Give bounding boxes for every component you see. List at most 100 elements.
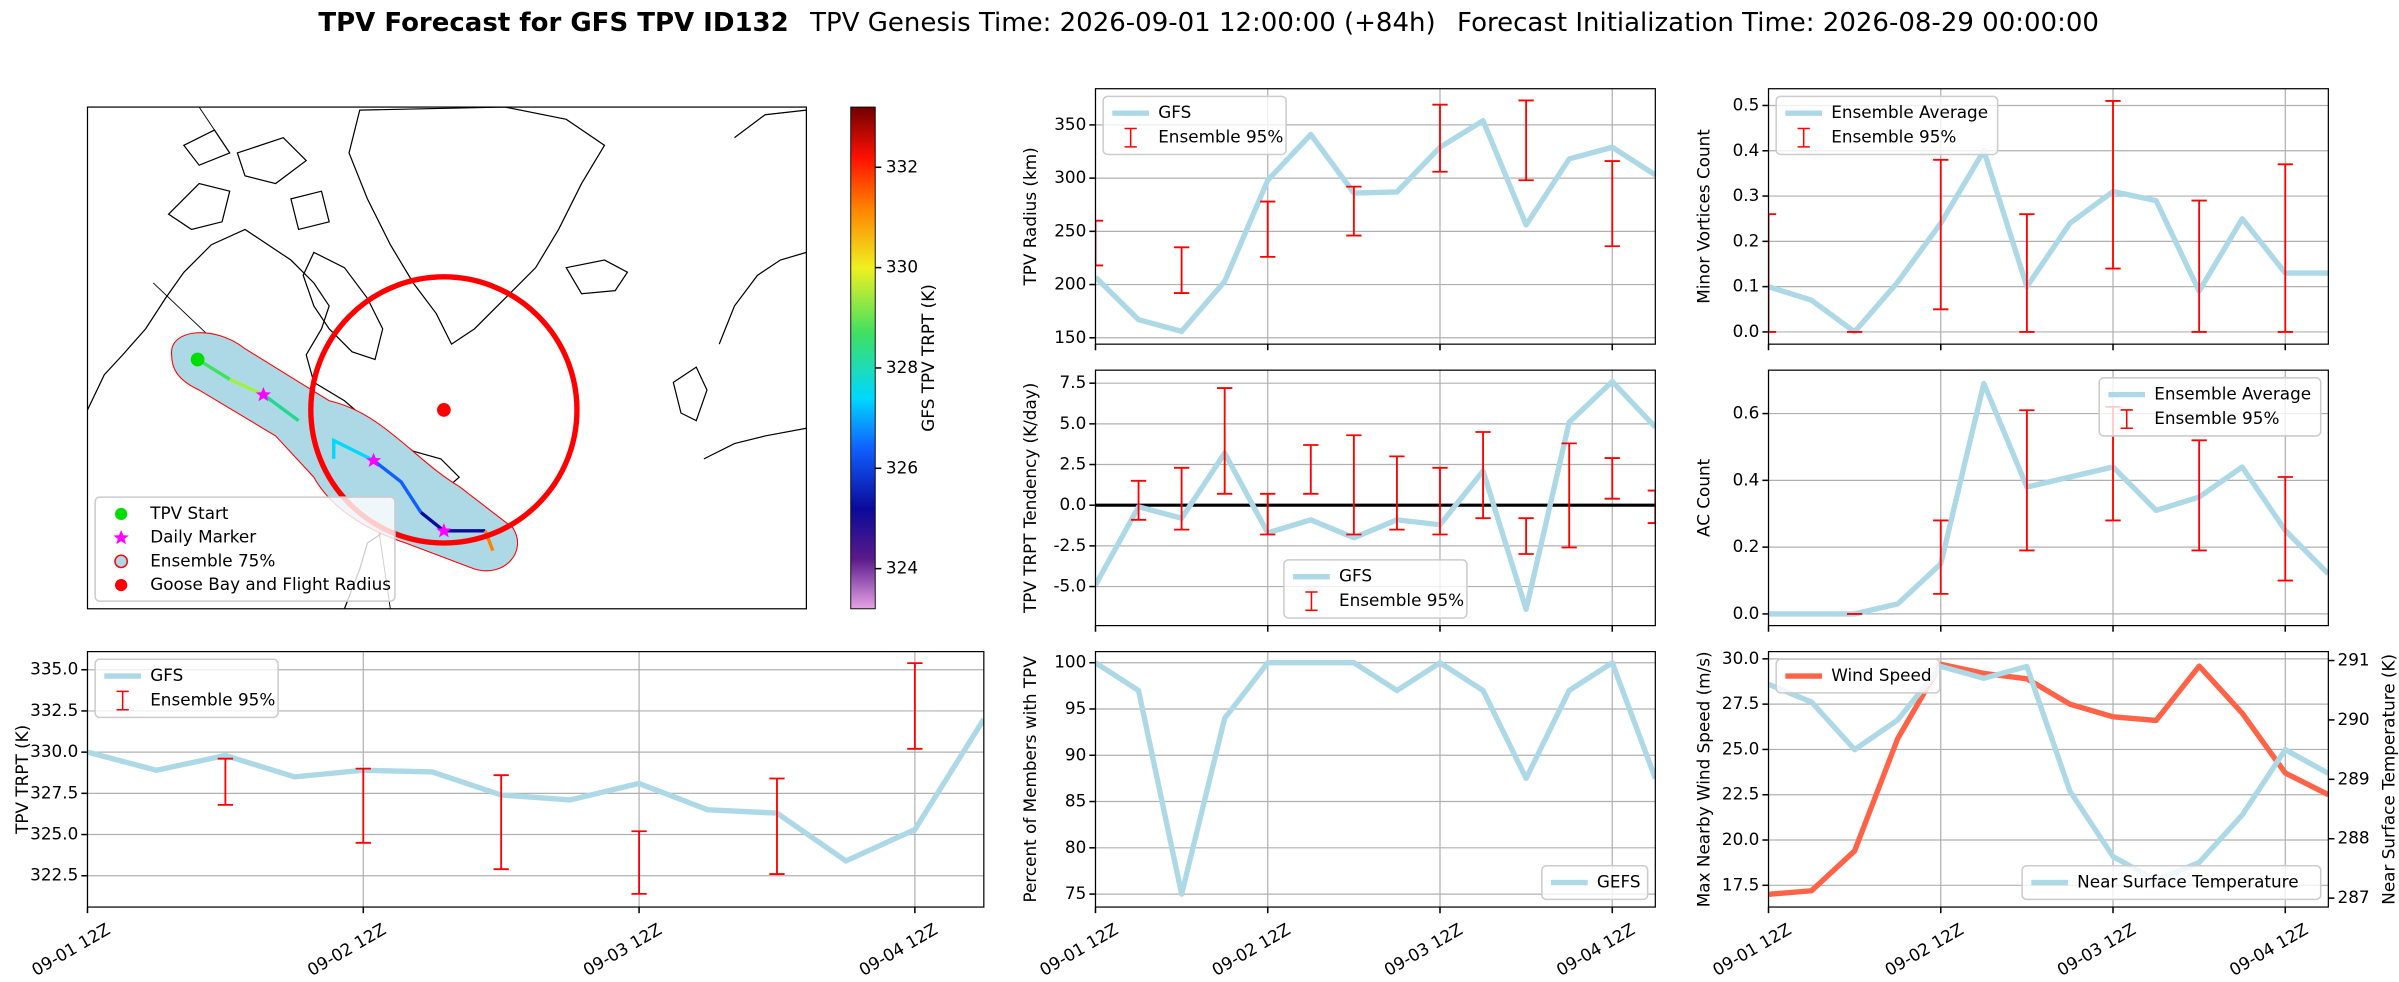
panel: 75 80 85 90 95 100 09-01 12Z 09-02 12Z 09-03 12Z… bbox=[1020, 650, 1656, 980]
y-tick-label: 300 bbox=[1054, 167, 1086, 187]
error-bar bbox=[631, 830, 647, 895]
y-tick-label: 250 bbox=[1054, 220, 1086, 240]
y-tick-label: 0.2 bbox=[1733, 230, 1760, 250]
y-tick-label: 325.0 bbox=[30, 824, 78, 844]
error-bar bbox=[1173, 466, 1190, 531]
y2-tick-label: 287 bbox=[2338, 887, 2370, 907]
map-legend: TPV Start Daily Marker Ensemble 75% Goose B… bbox=[94, 496, 396, 602]
error-bar bbox=[1217, 387, 1233, 495]
x-tick-label: 09-02 12Z bbox=[1881, 919, 1966, 980]
series-line bbox=[87, 717, 984, 864]
error-bar bbox=[1475, 431, 1491, 520]
colorbar-tick-label: 324 bbox=[886, 558, 918, 578]
x-tick-label: 09-03 12Z bbox=[580, 919, 665, 980]
series-line bbox=[1768, 380, 2329, 617]
axes-frame bbox=[1767, 650, 2329, 908]
legend-symbol bbox=[114, 554, 129, 569]
y-tick-label: 200 bbox=[1054, 274, 1086, 294]
legend: Wind Speed bbox=[1775, 658, 1941, 694]
legend-label: Daily Marker bbox=[150, 527, 256, 547]
coastline bbox=[167, 129, 330, 231]
axes-frame bbox=[1094, 88, 1656, 345]
legend-label: Ensemble 95% bbox=[2154, 408, 2279, 428]
title-main: TPV Forecast for GFS TPV ID132 bbox=[318, 7, 788, 37]
error-bar bbox=[1303, 444, 1319, 495]
colorbar-tick-label: 328 bbox=[886, 357, 918, 377]
panel: 17.5 20.0 22.5 25.0 27.5 30.0 287 288 289 290 291 0… bbox=[1693, 648, 2398, 980]
y-tick-label: 0.0 bbox=[1060, 494, 1087, 514]
panel: -5.0 -2.5 0.0 2.5 5.0 7.5 GFS Ensemble 95% TPV T… bbox=[1020, 369, 1656, 632]
y-tick-label: 0.1 bbox=[1733, 276, 1760, 296]
legend: GFS Ensemble 95% bbox=[1102, 95, 1287, 156]
y-tick-label: 75 bbox=[1065, 883, 1086, 903]
x-tick-label: 09-04 12Z bbox=[2226, 919, 2311, 980]
error-bar bbox=[2019, 213, 2035, 333]
plot-area bbox=[1095, 378, 1656, 613]
axes-frame bbox=[1767, 88, 2329, 345]
y-tick-label: 0.0 bbox=[1733, 321, 1760, 341]
legend-label: Ensemble 95% bbox=[1339, 590, 1464, 610]
y-tick-label: 90 bbox=[1065, 744, 1086, 764]
series-line bbox=[1768, 663, 2329, 883]
colorbar-tick-label: 332 bbox=[886, 156, 918, 176]
error-bar bbox=[1432, 103, 1448, 173]
error-bar bbox=[217, 757, 234, 806]
x-tick-label: 09-02 12Z bbox=[1208, 919, 1293, 980]
error-bar bbox=[1260, 492, 1276, 536]
plot-area bbox=[87, 662, 984, 895]
legend-symbol bbox=[115, 507, 128, 521]
y-tick-label: 0.4 bbox=[1733, 469, 1760, 489]
coastline bbox=[302, 251, 384, 361]
legend-symbol bbox=[1305, 591, 1318, 612]
title-genesis: TPV Genesis Time: 2026-09-01 12:00:00 (+… bbox=[809, 7, 1435, 37]
y-tick-label: 22.5 bbox=[1722, 784, 1759, 804]
y-tick-label: 85 bbox=[1065, 791, 1086, 811]
panel: 0.0 0.2 0.4 0.6 Ensemble Average Ensemble 95%… bbox=[1693, 369, 2329, 632]
error-bar bbox=[1933, 158, 1949, 311]
y-axis-label: Percent of Members with TPV bbox=[1020, 656, 1040, 903]
legend-symbol bbox=[2120, 409, 2133, 430]
y-tick-label: 0.3 bbox=[1733, 185, 1760, 205]
legend: GEFS bbox=[1541, 864, 1649, 901]
tpv-start bbox=[190, 352, 205, 367]
legend: GFS Ensemble 95% bbox=[1283, 559, 1468, 619]
legend: Ensemble Average Ensemble 95% bbox=[2098, 377, 2322, 437]
legend-symbol bbox=[116, 690, 129, 711]
series-line bbox=[1095, 117, 1656, 335]
y-axis-label: TPV TRPT Tendency (K/day) bbox=[1020, 383, 1040, 614]
legend-symbol bbox=[115, 578, 128, 592]
y-tick-label: 2.5 bbox=[1060, 454, 1087, 474]
daily-markers bbox=[255, 386, 452, 538]
title-init: Forecast Initialization Time: 2026-08-29… bbox=[1457, 7, 2099, 37]
coastline bbox=[672, 109, 807, 460]
y-tick-label: 327.5 bbox=[30, 782, 78, 802]
plot-area bbox=[1768, 661, 2329, 898]
legend-label: TPV Start bbox=[149, 503, 229, 523]
legend-symbol bbox=[1797, 127, 1810, 148]
legend: Ensemble Average Ensemble 95% bbox=[1775, 95, 1999, 156]
error-bar bbox=[1432, 466, 1448, 536]
legend-symbol bbox=[1124, 127, 1137, 148]
legend-label: Near Surface Temperature bbox=[2077, 872, 2298, 892]
x-tick-label: 09-04 12Z bbox=[855, 919, 940, 980]
plot-area bbox=[1095, 99, 1656, 335]
plot-area bbox=[1768, 100, 2329, 335]
y-axis-label: Max Nearby Wind Speed (m/s) bbox=[1693, 651, 1713, 907]
axes-frame bbox=[1094, 369, 1656, 627]
x-tick-label: 09-01 12Z bbox=[28, 919, 113, 980]
y-tick-label: 100 bbox=[1054, 652, 1086, 672]
error-bar bbox=[1518, 99, 1534, 182]
error-bar bbox=[1518, 517, 1534, 555]
error-bar bbox=[1604, 160, 1620, 248]
error-bar bbox=[2019, 409, 2035, 552]
plot-area bbox=[1095, 660, 1656, 897]
error-bar bbox=[1346, 434, 1362, 536]
legend-box bbox=[1775, 658, 1941, 694]
legend-label: Wind Speed bbox=[1831, 665, 1931, 685]
error-bar bbox=[1346, 185, 1362, 237]
panel: 150 200 250 300 350 GFS Ensemble 95% TPV Radius… bbox=[1020, 88, 1656, 351]
legend-label: GFS bbox=[1158, 102, 1191, 122]
y-tick-label: 80 bbox=[1065, 837, 1086, 857]
